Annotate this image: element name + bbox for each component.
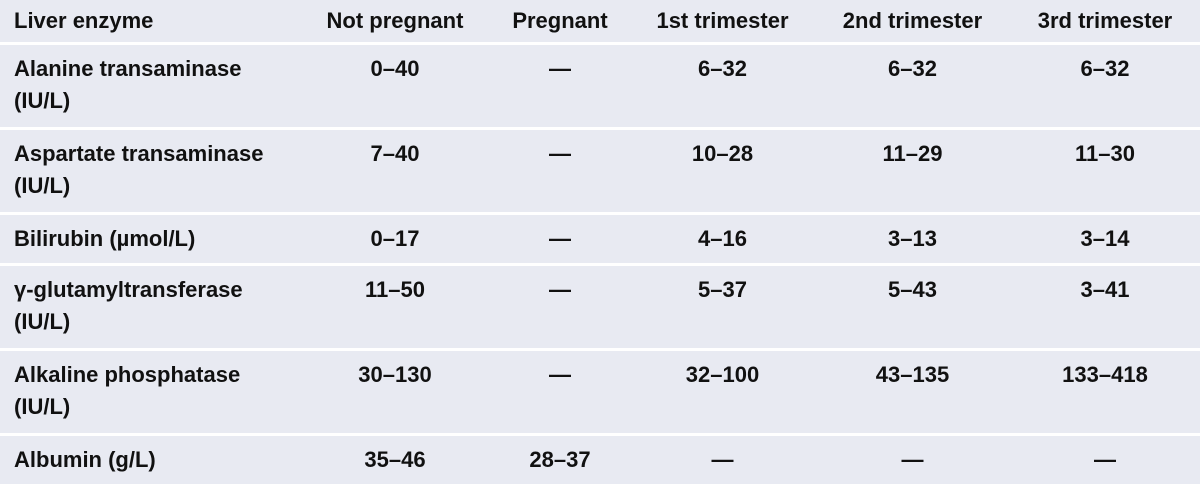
header-cell: Not pregnant <box>300 0 490 45</box>
table-cell: — <box>815 434 1010 487</box>
table-row: γ-glutamyltransferase (IU/L) 11–50—5–37 5–… <box>0 264 1200 351</box>
table-row: Bilirubin (µmol/L) 0–17—4–16 3–13 3–14 <box>0 213 1200 266</box>
row-label: Albumin (g/L) <box>0 434 300 487</box>
table-cell: 6–32 <box>815 43 1010 130</box>
row-label: Alanine transaminase (IU/L) <box>0 43 300 130</box>
header-cell: 2nd trimester <box>815 0 1010 45</box>
table-cell: — <box>490 349 630 436</box>
table-cell: 7–40 <box>300 128 490 215</box>
table-cell: 11–30 <box>1010 128 1200 215</box>
table-cell: — <box>490 43 630 130</box>
table-cell: — <box>1010 434 1200 487</box>
table-cell: 4–16 <box>630 213 815 266</box>
row-label: Alkaline phosphatase (IU/L) <box>0 349 300 436</box>
table-row: Alanine transaminase (IU/L) 0–40—6–32 6–32… <box>0 43 1200 130</box>
header-cell: 3rd trimester <box>1010 0 1200 45</box>
table-cell: 6–32 <box>1010 43 1200 130</box>
table-cell: 3–13 <box>815 213 1010 266</box>
table-cell: 30–130 <box>300 349 490 436</box>
header-row: Liver enzyme Not pregnant Pregnant 1st trim… <box>0 0 1200 45</box>
header-cell: Pregnant <box>490 0 630 45</box>
table-cell: — <box>490 128 630 215</box>
table-cell: 0–17 <box>300 213 490 266</box>
table-cell: — <box>630 434 815 487</box>
table-cell: 133–418 <box>1010 349 1200 436</box>
table-row: Albumin (g/L) 35–46 28–37— — — <box>0 434 1200 487</box>
table-cell: 3–41 <box>1010 264 1200 351</box>
header-cell: Liver enzyme <box>0 0 300 45</box>
table-cell: 6–32 <box>630 43 815 130</box>
table-cell: 11–50 <box>300 264 490 351</box>
row-label: γ-glutamyltransferase (IU/L) <box>0 264 300 351</box>
table-cell: 0–40 <box>300 43 490 130</box>
row-label: Bilirubin (µmol/L) <box>0 213 300 266</box>
table-cell: — <box>490 264 630 351</box>
table-cell: 35–46 <box>300 434 490 487</box>
table-cell: 3–14 <box>1010 213 1200 266</box>
table-cell: 5–43 <box>815 264 1010 351</box>
header-cell: 1st trimester <box>630 0 815 45</box>
row-label: Aspartate transaminase (IU/L) <box>0 128 300 215</box>
table-cell: 32–100 <box>630 349 815 436</box>
table-cell: 10–28 <box>630 128 815 215</box>
table-row: Aspartate transaminase (IU/L) 7–40—10–28 1… <box>0 128 1200 215</box>
table-cell: 5–37 <box>630 264 815 351</box>
table-cell: 28–37 <box>490 434 630 487</box>
table-cell: 43–135 <box>815 349 1010 436</box>
table-cell: 11–29 <box>815 128 1010 215</box>
table-body: Alanine transaminase (IU/L) 0–40—6–32 6–32… <box>0 43 1200 487</box>
table-cell: — <box>490 213 630 266</box>
table-row: Alkaline phosphatase (IU/L) 30–130—32–100… <box>0 349 1200 436</box>
